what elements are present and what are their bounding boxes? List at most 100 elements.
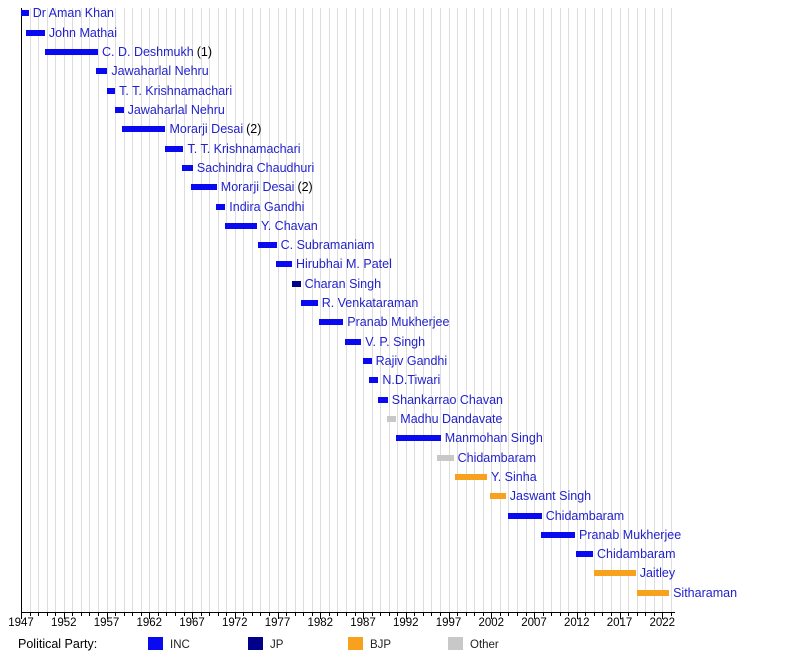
- gridline-year-1968: [200, 8, 202, 612]
- minor-tick-2014: [593, 613, 595, 616]
- term-bar-chidambaram: [437, 454, 454, 461]
- minister-name-label: Morarji Desai (2): [221, 179, 313, 195]
- major-tick-2017: [619, 613, 621, 619]
- gridline-year-1948: [29, 8, 31, 612]
- term-bar-madhu-dandavate: [386, 415, 397, 422]
- minister-name: Y. Chavan: [261, 218, 318, 233]
- minister-name: C. D. Deshmukh: [102, 44, 194, 59]
- gridline-year-1986: [354, 8, 356, 612]
- gridline-year-2006: [525, 8, 527, 612]
- gridline-year-1967: [192, 8, 193, 612]
- legend-title: Political Party:: [18, 637, 98, 651]
- minister-name-label: Jaitley: [640, 565, 675, 581]
- gridline-year-1992: [405, 8, 407, 612]
- minister-name: Jawaharlal Nehru: [127, 102, 225, 117]
- gridline-year-2009: [551, 8, 553, 612]
- term-bar-morarji-desai: [121, 126, 166, 133]
- minor-tick-1963: [157, 613, 159, 616]
- x-tick-label-1952: 1952: [51, 617, 77, 629]
- gridline-year-1951: [55, 8, 57, 612]
- term-bar-indira-gandhi: [215, 203, 226, 210]
- gridline-year-1978: [286, 8, 288, 612]
- gridline-year-2010: [559, 8, 561, 612]
- minister-name: Pranab Mukherjee: [347, 315, 450, 330]
- minister-name: Pranab Mukherjee: [579, 527, 682, 542]
- minor-tick-1958: [115, 613, 117, 616]
- minister-name: Indira Gandhi: [229, 199, 305, 214]
- minister-name: Dr Aman Khan: [32, 6, 114, 21]
- major-tick-1957: [106, 613, 108, 619]
- term-bar-chidambaram: [508, 512, 542, 519]
- minister-name-label: T. T. Krishnamachari: [119, 83, 232, 99]
- major-tick-1952: [63, 613, 65, 619]
- minister-name-label: V. P. Singh: [365, 334, 425, 350]
- gridline-year-2021: [653, 8, 655, 612]
- minister-name: Manmohan Singh: [444, 431, 543, 446]
- minor-tick-1998: [457, 613, 459, 616]
- minor-tick-1951: [55, 613, 57, 616]
- gridline-year-2007: [534, 8, 535, 612]
- minor-tick-1968: [200, 613, 202, 616]
- gridline-year-2016: [611, 8, 612, 612]
- term-bar-shankarrao-chavan: [378, 396, 388, 403]
- term-bar-charan-singh: [292, 280, 301, 287]
- x-tick-label-2002: 2002: [478, 617, 505, 629]
- major-tick-1972: [234, 613, 236, 619]
- minor-tick-1960: [132, 613, 134, 616]
- gridline-year-1996: [440, 8, 441, 612]
- gridline-year-1959: [123, 8, 125, 612]
- minister-name-label: Sitharaman: [673, 585, 737, 601]
- major-tick-1997: [448, 613, 450, 619]
- y-axis-spine: [21, 8, 22, 613]
- major-tick-1977: [277, 613, 279, 619]
- minister-name: R. Venkataraman: [321, 296, 419, 310]
- term-number-suffix: (1): [196, 44, 212, 59]
- term-bar-sachindra-chaudhuri: [181, 164, 193, 171]
- gridline-year-1989: [380, 8, 382, 612]
- major-tick-1967: [192, 613, 193, 619]
- gridline-year-1995: [431, 8, 433, 612]
- x-tick-label-2012: 2012: [564, 617, 590, 629]
- legend-label-inc: INC: [170, 639, 190, 651]
- term-bar-hirubhai-m-patel: [275, 261, 292, 268]
- major-tick-1987: [363, 613, 364, 619]
- minister-name-label: Y. Sinha: [491, 469, 537, 485]
- minister-name-label: N.D.Tiwari: [382, 372, 440, 388]
- minor-tick-1978: [286, 613, 288, 616]
- term-bar-john-mathai: [26, 29, 45, 36]
- gridline-year-1987: [363, 8, 364, 612]
- minor-tick-1995: [431, 613, 433, 616]
- x-tick-label-1957: 1957: [93, 617, 120, 629]
- x-tick-label-1992: 1992: [393, 617, 419, 629]
- gridline-year-1964: [166, 8, 168, 612]
- minor-tick-1994: [422, 613, 424, 616]
- gridline-year-1965: [174, 8, 176, 612]
- term-number-suffix: (2): [297, 180, 313, 195]
- minor-tick-1964: [166, 613, 168, 616]
- gridline-year-1983: [328, 8, 330, 612]
- minister-name-label: Chidambaram: [458, 450, 537, 466]
- minister-name-label: John Mathai: [49, 25, 117, 41]
- minister-name: Morarji Desai: [169, 122, 244, 137]
- minister-name: Chidambaram: [545, 508, 625, 523]
- gridline-year-1953: [72, 8, 74, 612]
- minister-name: Sitharaman: [673, 585, 738, 600]
- minor-tick-2008: [542, 613, 544, 616]
- minister-name: T. T. Krishnamachari: [187, 141, 301, 156]
- minister-name: Hirubhai M. Patel: [296, 257, 392, 272]
- gridline-year-1988: [371, 8, 373, 612]
- gridline-year-2013: [585, 8, 587, 612]
- minor-tick-1973: [243, 613, 245, 616]
- legend-label-other: Other: [470, 639, 499, 651]
- minor-tick-1980: [303, 613, 305, 616]
- minor-tick-1984: [337, 613, 339, 616]
- minister-name: Madhu Dandavate: [400, 411, 503, 426]
- minor-tick-1986: [354, 613, 356, 616]
- gridline-year-2005: [516, 8, 518, 612]
- gridline-year-1997: [448, 8, 450, 612]
- minister-name: Y. Sinha: [491, 469, 537, 484]
- major-tick-2012: [576, 613, 578, 619]
- minister-name: V. P. Singh: [365, 334, 426, 349]
- gridline-year-2003: [499, 8, 501, 612]
